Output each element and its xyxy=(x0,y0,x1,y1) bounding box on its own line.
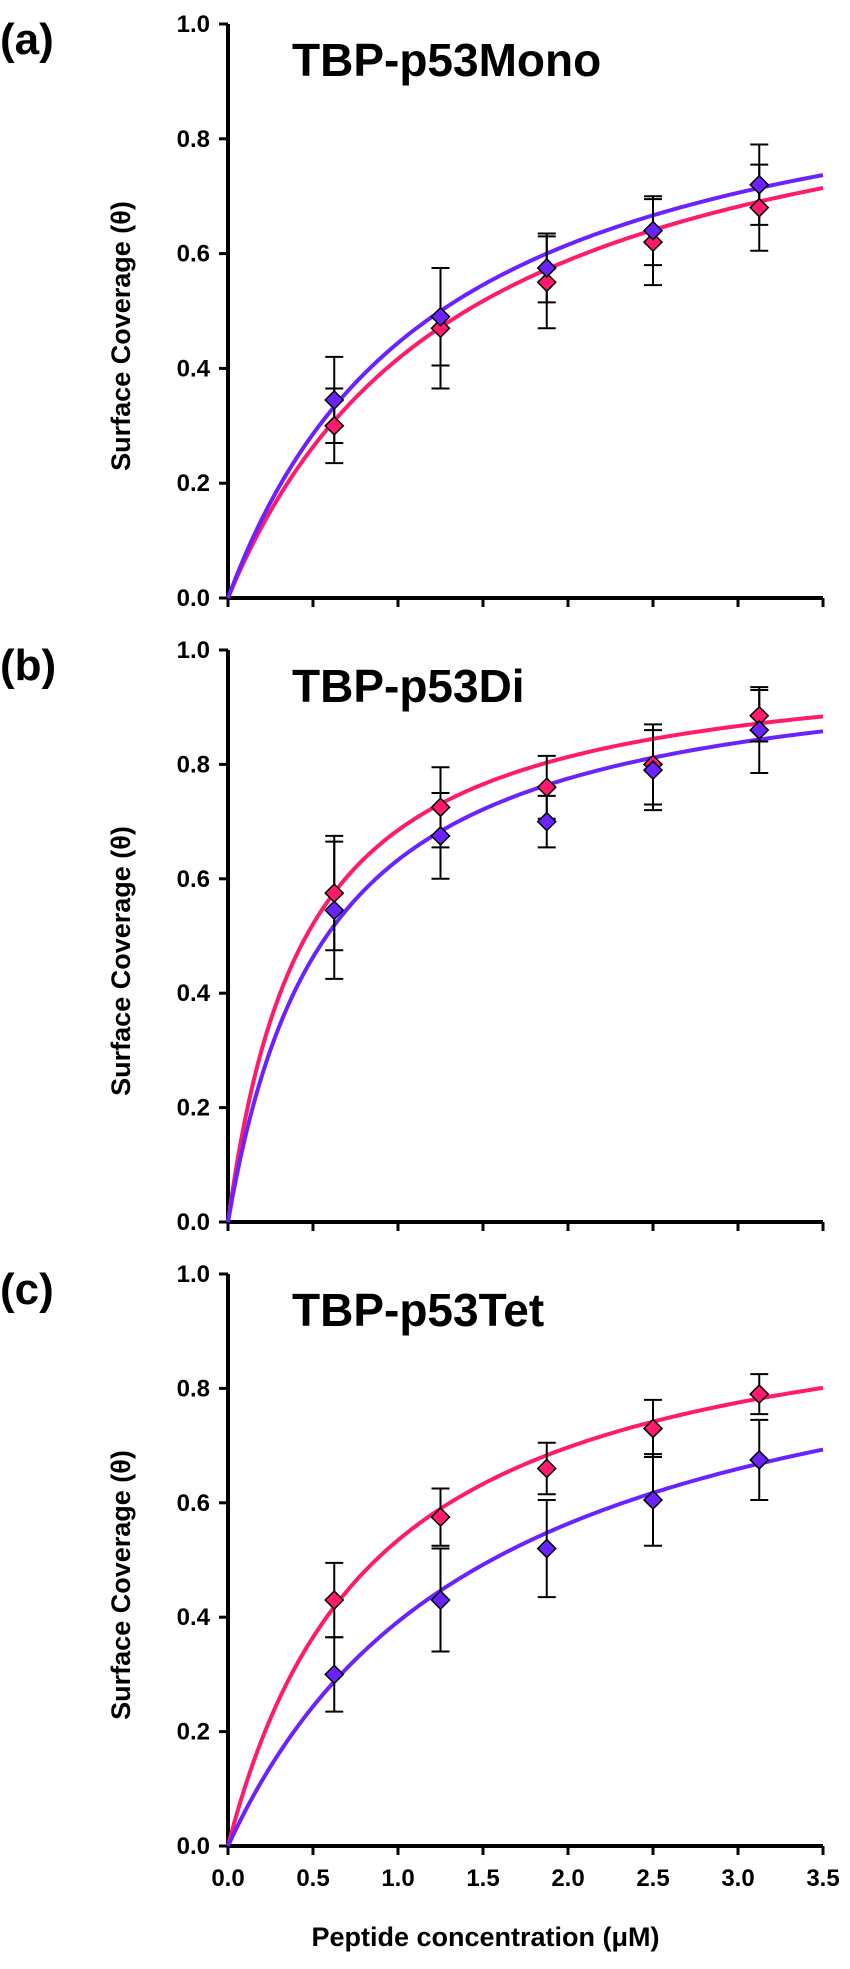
fit-curve-magenta xyxy=(226,714,824,1223)
data-point-purple xyxy=(324,1664,345,1685)
x-tick-label: 1.5 xyxy=(466,1865,499,1892)
y-axis-label: Surface Coverage (θ) xyxy=(106,201,136,471)
panel-letter: (b) xyxy=(0,641,56,690)
x-axis-label: Peptide concentration (μM) xyxy=(311,1922,659,1952)
y-tick-label: 1.0 xyxy=(177,1261,210,1288)
y-tick-label: 0.6 xyxy=(177,241,210,268)
y-axis-label: Surface Coverage (θ) xyxy=(106,1450,136,1720)
y-tick-label: 0.8 xyxy=(177,751,210,778)
y-tick-label: 0.0 xyxy=(177,1209,210,1236)
data-point-purple xyxy=(324,389,345,411)
y-tick-label: 0.8 xyxy=(177,1375,210,1402)
y-tick-label: 0.4 xyxy=(177,1604,211,1631)
data-point-magenta xyxy=(324,1589,345,1611)
data-point-purple xyxy=(642,760,664,781)
data-point-magenta xyxy=(749,1384,770,1405)
y-tick-label: 1.0 xyxy=(177,11,210,38)
chart-panel: (b) TBP-p53Di 0.0 0.2 0.4 0.6 0.8 1.0 Surface Co… xyxy=(0,637,825,1236)
x-tick-label: 3.0 xyxy=(721,1865,754,1892)
panel-title: TBP-p53Tet xyxy=(292,1284,544,1336)
x-tick-label: 2.0 xyxy=(551,1865,584,1892)
data-point-magenta xyxy=(536,1458,557,1479)
y-tick-label: 0.0 xyxy=(177,585,210,612)
data-point-magenta xyxy=(642,232,664,253)
y-tick-label: 0.0 xyxy=(177,1833,210,1860)
y-tick-label: 0.2 xyxy=(177,1719,210,1746)
data-point-magenta xyxy=(430,1507,451,1528)
y-tick-label: 0.6 xyxy=(177,866,210,893)
data-point-magenta xyxy=(536,777,557,798)
data-point-magenta xyxy=(324,415,345,436)
data-point-purple xyxy=(749,720,770,741)
data-point-purple xyxy=(430,1589,451,1611)
x-tick-label: 2.5 xyxy=(636,1865,669,1892)
data-point-magenta xyxy=(536,272,557,293)
fit-curve-magenta xyxy=(226,186,824,599)
x-tick-label: 1.0 xyxy=(381,1865,414,1892)
y-tick-label: 0.2 xyxy=(177,1095,210,1122)
panel-letter: (c) xyxy=(0,1265,54,1314)
y-tick-label: 0.2 xyxy=(177,470,210,497)
panel-title: TBP-p53Di xyxy=(292,660,525,712)
y-tick-label: 0.4 xyxy=(177,980,211,1007)
data-point-magenta xyxy=(749,197,770,218)
data-point-purple xyxy=(536,1538,557,1559)
fit-curve-purple xyxy=(226,173,824,599)
data-point-purple xyxy=(749,174,770,195)
chart-panel: (c) TBP-p53Tet 0.0 0.2 0.4 0.6 0.8 1.0 0.0 0.5 1.0… xyxy=(0,1261,840,1952)
x-tick-label: 0.5 xyxy=(296,1865,329,1892)
data-point-purple xyxy=(324,900,345,921)
fit-curve-magenta xyxy=(226,1385,824,1847)
data-point-purple xyxy=(430,825,451,846)
fit-curve-purple xyxy=(226,1447,824,1847)
y-tick-label: 1.0 xyxy=(177,637,210,664)
data-point-magenta xyxy=(642,1418,664,1439)
data-point-purple xyxy=(536,257,557,279)
data-point-purple xyxy=(642,1489,664,1511)
fit-curve-purple xyxy=(226,729,824,1223)
data-point-purple xyxy=(642,220,664,241)
y-tick-label: 0.8 xyxy=(177,126,210,153)
data-point-purple xyxy=(536,811,557,832)
y-tick-label: 0.4 xyxy=(177,355,211,382)
panel-title: TBP-p53Mono xyxy=(292,34,601,86)
chart-panel: (a) TBP-p53Mono 0.0 0.2 0.4 0.6 0.8 1.0 Surface … xyxy=(0,11,825,612)
data-point-purple xyxy=(430,306,451,327)
x-tick-label: 0.0 xyxy=(211,1865,244,1892)
data-point-magenta xyxy=(430,797,451,818)
x-tick-label: 3.5 xyxy=(806,1865,839,1892)
data-point-purple xyxy=(749,1449,770,1470)
y-tick-label: 0.6 xyxy=(177,1490,210,1517)
data-point-magenta xyxy=(430,318,451,339)
y-axis-label: Surface Coverage (θ) xyxy=(106,826,136,1096)
panel-letter: (a) xyxy=(0,15,54,64)
